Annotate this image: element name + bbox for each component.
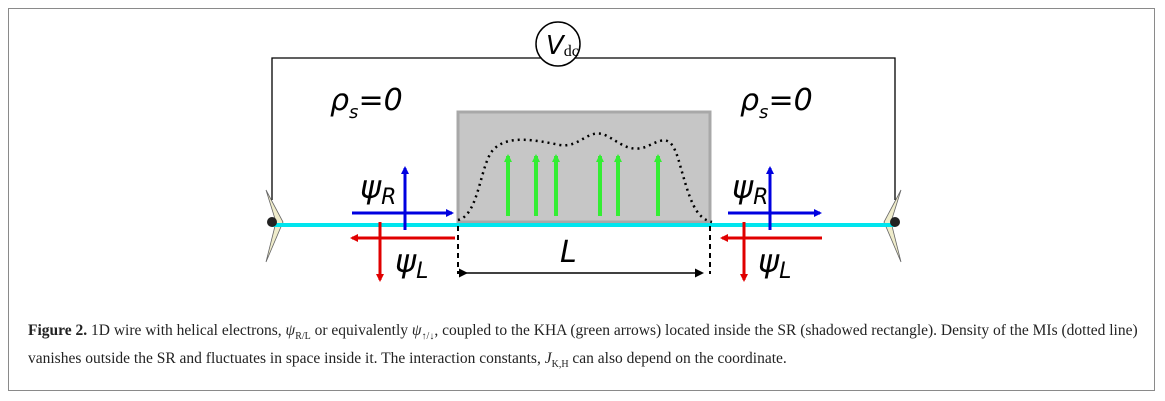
psi-label: ψR	[360, 168, 396, 210]
density-label: ρs=0	[330, 83, 403, 123]
math: ψ	[286, 322, 296, 339]
contact-dot	[890, 217, 900, 227]
length-label: L	[560, 235, 577, 270]
scattering-region	[458, 112, 710, 222]
contact-dot	[267, 217, 277, 227]
density-label: ρs=0	[740, 83, 813, 123]
caption-label: Figure 2.	[28, 322, 87, 339]
psi-label: ψL	[758, 242, 791, 284]
caption-text: or equivalently	[311, 322, 412, 339]
math-sub: ↑/↓	[422, 331, 435, 342]
psi-label: ψL	[395, 242, 428, 284]
math-sub: K,H	[552, 359, 569, 370]
math: ψ	[412, 322, 422, 339]
page: Vdc L ρs=0 ρs=0 ψR ψL ψR ψL Figure 2. 1D…	[0, 0, 1165, 401]
caption-text: 1D wire with helical electrons,	[87, 322, 285, 339]
math: J	[545, 350, 552, 367]
psi-label: ψR	[732, 168, 768, 210]
caption-text: can also depend on the coordinate.	[569, 350, 787, 367]
math-sub: R/L	[295, 331, 311, 342]
diagram: Vdc L ρs=0 ρs=0 ψR ψL ψR ψL	[0, 0, 1165, 320]
caption: Figure 2. 1D wire with helical electrons…	[28, 320, 1143, 376]
